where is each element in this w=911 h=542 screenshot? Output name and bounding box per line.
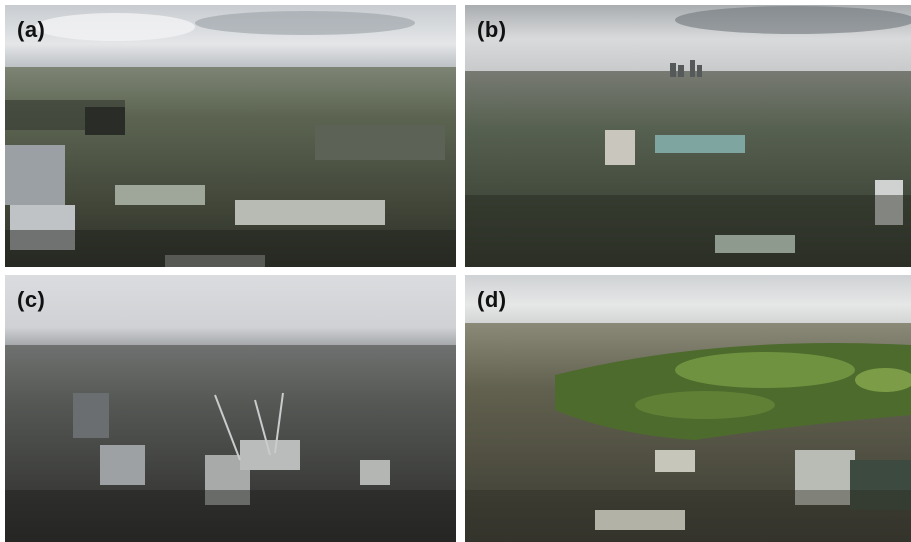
panel-b: (b) [465,5,911,267]
panel-a: (a) [5,5,456,267]
panel-c: (c) [5,275,456,542]
panel-label-b: (b) [477,17,507,42]
panel-label-c: (c) [17,287,46,312]
panel-label-d: (d) [477,287,507,312]
photo-panel-d [465,275,911,542]
panel-label-a: (a) [17,17,46,42]
photo-panel-b [465,5,911,267]
photo-panel-c [5,275,456,542]
photo-panel-a [5,5,456,267]
panel-d: (d) [465,275,911,542]
